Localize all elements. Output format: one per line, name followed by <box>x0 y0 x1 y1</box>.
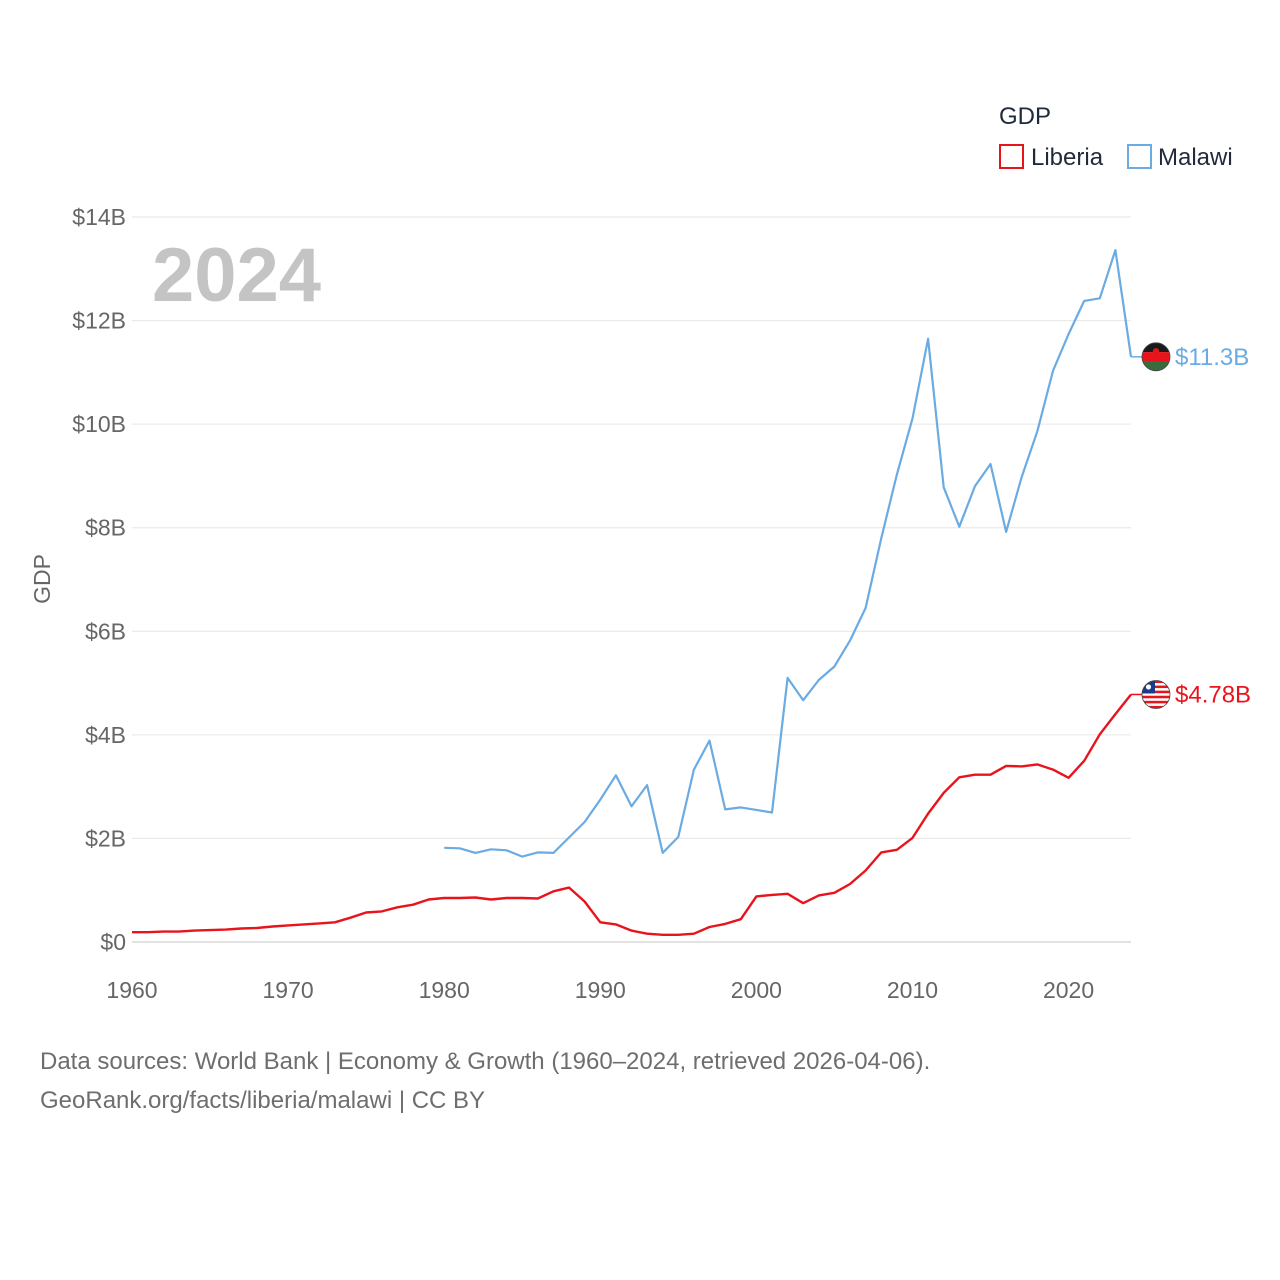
end-value-label-liberia: $4.78B <box>1175 681 1251 708</box>
legend-swatch-liberia <box>999 144 1024 169</box>
gridlines <box>132 216 1131 943</box>
series-end-markers: $4.78B $11.3B <box>1131 342 1251 709</box>
footer: Data sources: World Bank | Economy & Gro… <box>40 1042 1240 1120</box>
legend: GDP Liberia Malawi <box>999 103 1233 171</box>
y-tick-label: $10B <box>72 411 126 437</box>
attribution-link[interactable]: GeoRank.org/facts/liberia/malawi | CC BY <box>40 1087 486 1114</box>
end-value-label-malawi: $11.3B <box>1175 344 1249 371</box>
legend-label-malawi: Malawi <box>1158 144 1233 171</box>
series-lines <box>132 249 1133 936</box>
y-axis-title: GDP <box>29 554 55 604</box>
malawi-flag-icon <box>1141 342 1171 372</box>
legend-title: GDP <box>999 103 1051 130</box>
legend-item-liberia[interactable]: Liberia <box>999 144 1104 171</box>
legend-item-malawi[interactable]: Malawi <box>1127 144 1233 171</box>
series-line-liberia[interactable] <box>132 693 1132 936</box>
x-tick-label: 2010 <box>887 977 938 1003</box>
y-tick-label: $12B <box>72 308 126 334</box>
y-tick-label: $0 <box>100 929 126 955</box>
data-source-note: Data sources: World Bank | Economy & Gro… <box>40 1048 931 1075</box>
x-tick-label: 1970 <box>263 977 314 1003</box>
x-tick-label: 1980 <box>419 977 470 1003</box>
x-tick-label: 1990 <box>575 977 626 1003</box>
y-tick-label: $8B <box>85 515 126 541</box>
x-tick-label: 2000 <box>731 977 782 1003</box>
x-axis-ticks: 1960 1970 1980 1990 2000 2010 2020 <box>106 977 1094 1003</box>
x-tick-label: 2020 <box>1043 977 1094 1003</box>
series-line-malawi[interactable] <box>444 249 1133 858</box>
y-axis-ticks: $0 $2B $4B $6B $8B $10B $12B $14B <box>72 204 126 955</box>
y-tick-label: $4B <box>85 722 126 748</box>
y-tick-label: $6B <box>85 618 126 644</box>
legend-swatch-malawi <box>1127 144 1152 169</box>
y-tick-label: $14B <box>72 204 126 230</box>
year-badge: 2024 <box>152 233 321 318</box>
x-tick-label: 1960 <box>106 977 157 1003</box>
y-tick-label: $2B <box>85 825 126 851</box>
legend-label-liberia: Liberia <box>1031 144 1104 171</box>
liberia-flag-icon <box>1141 680 1171 709</box>
